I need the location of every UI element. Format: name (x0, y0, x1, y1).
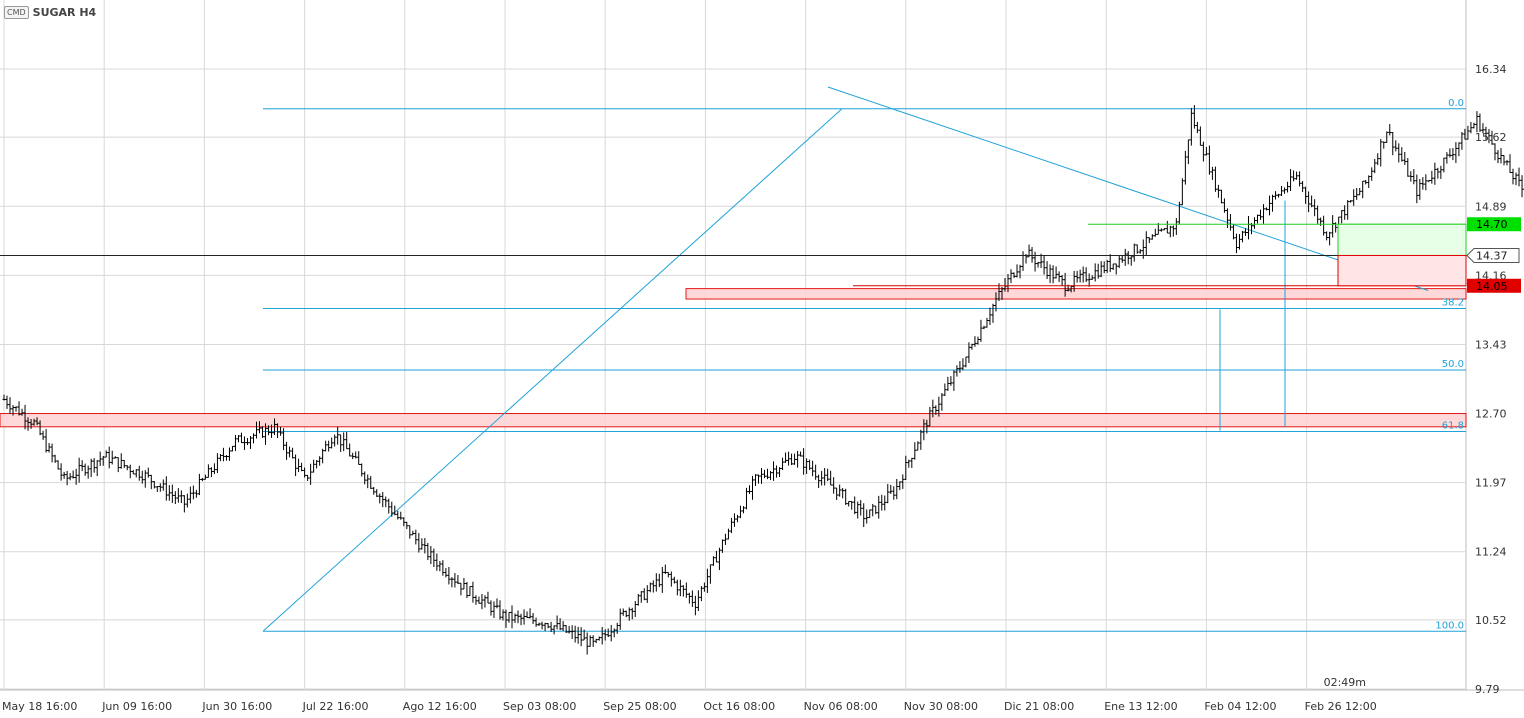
y-tick-label: 9.79 (1475, 683, 1500, 696)
x-tick-label: Oct 16 08:00 (703, 700, 775, 713)
trade-box (1338, 224, 1466, 286)
support-zone (0, 414, 1466, 427)
x-tick-label: Dic 21 08:00 (1004, 700, 1074, 713)
y-tick-label: 11.97 (1475, 477, 1507, 490)
y-tick-label: 15.62 (1475, 131, 1507, 144)
symbol-title: SUGAR H4 (33, 6, 97, 19)
y-tick-label: 14.89 (1475, 200, 1507, 213)
chart-header: CMD SUGAR H4 (4, 6, 96, 19)
x-axis: May 18 16:00 Jun 09 16:00 Jun 30 16:00 Jul … (2, 700, 1377, 713)
grid (0, 0, 1524, 690)
x-tick-label: Feb 26 12:00 (1305, 700, 1377, 713)
fib-level-label: 50.0 (1442, 359, 1464, 370)
price-labels: 14.70 14.37 14.05 (1467, 217, 1521, 293)
price-tag-label: 14.05 (1476, 280, 1508, 293)
x-tick-label: Jun 09 16:00 (101, 700, 172, 713)
x-tick-label: Ene 13 12:00 (1104, 700, 1177, 713)
candle-timer: 02:49m (1324, 676, 1366, 689)
fib-level-label: 0.0 (1448, 98, 1464, 109)
y-tick-label: 16.34 (1475, 63, 1507, 76)
x-tick-label: Sep 03 08:00 (503, 700, 576, 713)
x-tick-label: Jun 30 16:00 (201, 700, 272, 713)
trend-lines (263, 87, 1428, 631)
y-tick-label: 11.24 (1475, 546, 1507, 559)
price-tag-label: 14.70 (1476, 218, 1508, 231)
x-tick-label: Feb 04 12:00 (1204, 700, 1276, 713)
y-tick-label: 10.52 (1475, 614, 1507, 627)
horizontal-lines (0, 224, 1466, 286)
x-tick-label: Nov 06 08:00 (804, 700, 878, 713)
fibonacci-levels: 0.0 38.2 50.0 61.8 100.0 (263, 98, 1466, 632)
x-tick-label: Jul 22 16:00 (302, 700, 369, 713)
fib-level-label: 61.8 (1442, 421, 1464, 432)
x-tick-label: Nov 30 08:00 (904, 700, 978, 713)
fib-level-label: 38.2 (1442, 297, 1464, 308)
y-axis: 16.3415.6214.8914.1613.4312.7011.9711.24… (1475, 63, 1507, 696)
support-zone (686, 289, 1466, 299)
y-tick-label: 13.43 (1475, 338, 1507, 351)
take-profit-box (1338, 224, 1466, 255)
candles (3, 105, 1524, 654)
x-tick-label: Sep 25 08:00 (603, 700, 676, 713)
price-tag-label: 14.37 (1476, 249, 1508, 262)
cmd-badge: CMD (4, 6, 29, 19)
x-tick-label: May 18 16:00 (2, 700, 77, 713)
fib-level-label: 100.0 (1435, 620, 1464, 631)
stop-loss-box (1338, 255, 1466, 285)
y-tick-label: 12.70 (1475, 408, 1507, 421)
x-tick-label: Ago 12 16:00 (403, 700, 477, 713)
zones (0, 289, 1466, 427)
